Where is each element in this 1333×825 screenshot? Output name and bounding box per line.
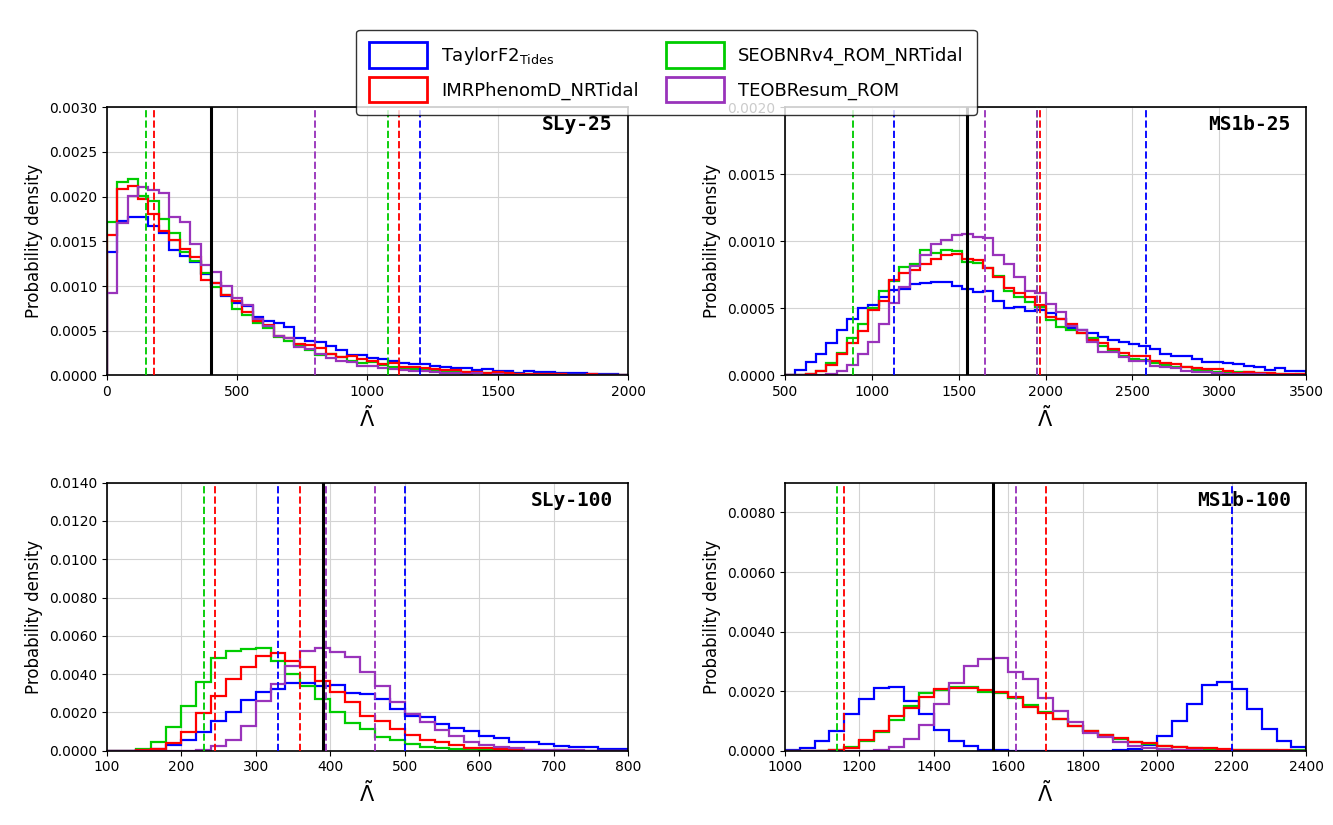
X-axis label: $\tilde{\Lambda}$: $\tilde{\Lambda}$ <box>1037 780 1053 806</box>
Text: MS1b-25: MS1b-25 <box>1209 116 1290 134</box>
Text: SLy-25: SLy-25 <box>543 116 613 134</box>
Y-axis label: Probability density: Probability density <box>704 164 721 318</box>
Text: MS1b-100: MS1b-100 <box>1197 491 1290 510</box>
X-axis label: $\tilde{\Lambda}$: $\tilde{\Lambda}$ <box>360 404 376 431</box>
Y-axis label: Probability density: Probability density <box>704 540 721 694</box>
Text: SLy-100: SLy-100 <box>531 491 613 510</box>
X-axis label: $\tilde{\Lambda}$: $\tilde{\Lambda}$ <box>360 780 376 806</box>
Legend: TaylorF2$_{\mathrm{Tides}}$, IMRPhenomD_NRTidal, SEOBNRv4_ROM_NRTidal, TEOBResum: TaylorF2$_{\mathrm{Tides}}$, IMRPhenomD_… <box>356 30 977 115</box>
Y-axis label: Probability density: Probability density <box>25 540 43 694</box>
Y-axis label: Probability density: Probability density <box>25 164 43 318</box>
X-axis label: $\tilde{\Lambda}$: $\tilde{\Lambda}$ <box>1037 404 1053 431</box>
